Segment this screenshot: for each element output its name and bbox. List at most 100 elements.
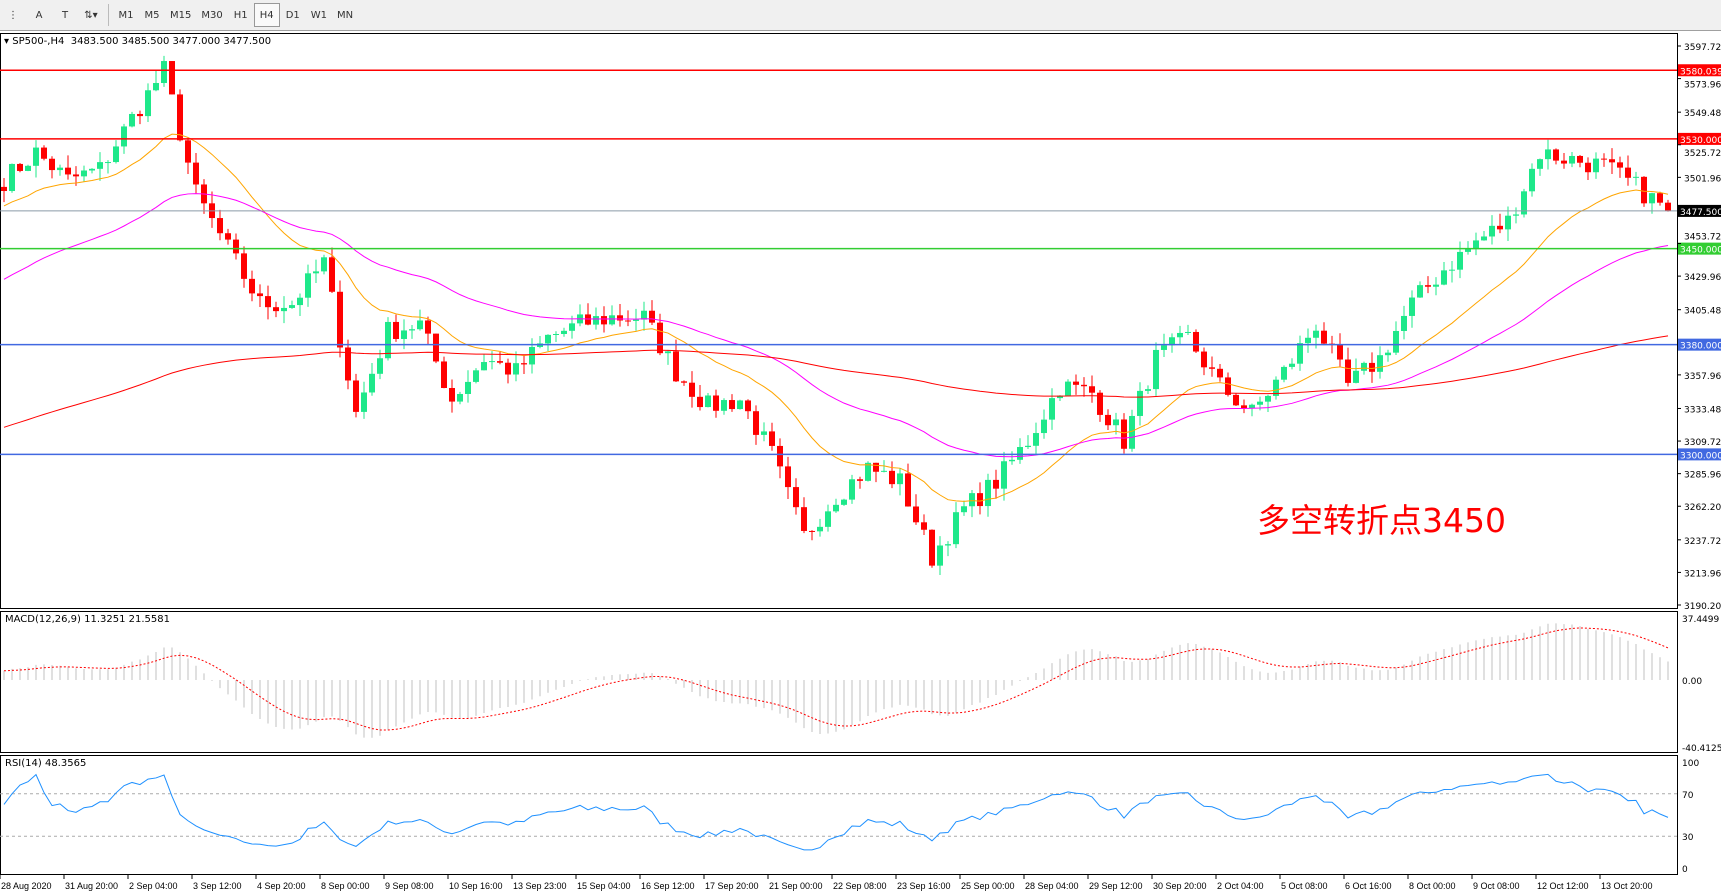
candle — [353, 373, 359, 418]
timeframe-m15-button[interactable]: M15 — [170, 9, 192, 21]
candle-body — [777, 445, 783, 467]
rsi-panel — [0, 755, 1678, 875]
timeframe-m30-button[interactable]: M30 — [201, 9, 223, 21]
candle-body — [849, 479, 855, 500]
candle — [481, 354, 487, 371]
level-price-tag — [1678, 204, 1721, 217]
candle-body — [273, 307, 279, 312]
level-price-text: 3450.000 — [1680, 246, 1721, 256]
level-price-tag — [1678, 64, 1721, 77]
candle — [721, 398, 727, 415]
arrows-icon[interactable]: ⇅▾ — [84, 9, 98, 21]
candle — [321, 254, 327, 275]
candle-body — [881, 470, 887, 472]
candle-body — [897, 473, 903, 485]
timeframe-d1-button[interactable]: D1 — [285, 9, 300, 21]
candle-body — [665, 351, 671, 354]
candle-body — [1409, 297, 1415, 316]
candle-body — [1209, 367, 1215, 369]
candle-body — [833, 504, 839, 512]
time-label: 4 Sep 20:00 — [257, 881, 306, 891]
rsi-tick-label: 30 — [1682, 833, 1694, 843]
level-price-tag — [1678, 132, 1721, 145]
candle — [473, 368, 479, 384]
timeframe-w1-button[interactable]: W1 — [310, 9, 327, 21]
candle — [1, 177, 7, 203]
candle — [17, 162, 23, 173]
timeframe-m1-button[interactable]: M1 — [118, 9, 134, 21]
text-icon[interactable]: A — [35, 9, 43, 21]
candle — [1201, 347, 1207, 376]
candle-body — [1065, 381, 1071, 396]
candle-body — [937, 545, 943, 566]
collapse-triangle-icon[interactable]: ▾ — [4, 36, 10, 47]
chart-annotation[interactable]: 多空转折点3450 — [1257, 501, 1506, 540]
candle-body — [1585, 162, 1591, 173]
candle — [673, 339, 679, 383]
candle-body — [345, 347, 351, 381]
candle — [785, 456, 791, 499]
time-label: 22 Sep 08:00 — [833, 881, 887, 891]
candle — [1513, 207, 1519, 224]
candle-body — [481, 362, 487, 371]
timeframe-m5-button[interactable]: M5 — [144, 9, 160, 21]
time-label: 17 Sep 20:00 — [705, 881, 759, 891]
candle — [1297, 335, 1303, 371]
candle — [313, 259, 319, 284]
candle-body — [97, 162, 103, 169]
candle-body — [1193, 331, 1199, 352]
candle — [153, 70, 159, 92]
candle-body — [953, 512, 959, 545]
candle — [1393, 321, 1399, 355]
level-price-text: 3477.500 — [1680, 208, 1721, 218]
candle — [137, 110, 143, 125]
candle-body — [1273, 379, 1279, 396]
candle-body — [1081, 384, 1087, 387]
level-price-text: 3300.000 — [1680, 451, 1721, 461]
candle — [665, 349, 671, 365]
candle — [617, 303, 623, 327]
candle-body — [913, 506, 919, 523]
candle-body — [497, 361, 503, 363]
candle — [1105, 409, 1111, 430]
candle — [753, 405, 759, 445]
candle — [185, 137, 191, 175]
candle-body — [1161, 345, 1167, 350]
text-label-icon[interactable]: T — [61, 9, 69, 21]
candle — [65, 155, 71, 180]
candle — [105, 160, 111, 174]
candle — [697, 385, 703, 411]
timeframe-mn-button[interactable]: MN — [336, 9, 354, 21]
candle-body — [1249, 404, 1255, 409]
candle — [977, 482, 983, 515]
candle — [1417, 281, 1423, 298]
candle-body — [993, 479, 999, 489]
candle-body — [177, 94, 183, 141]
period-separator-icon[interactable]: ⋮ — [8, 9, 18, 21]
candle — [41, 145, 47, 161]
candle-body — [169, 61, 175, 95]
candle — [729, 394, 735, 412]
candle — [233, 233, 239, 260]
candle-body — [793, 487, 799, 508]
candle — [1433, 277, 1439, 296]
candle-body — [281, 307, 287, 312]
candle-body — [1497, 225, 1503, 230]
candle-body — [593, 316, 599, 325]
chart-area[interactable]: 3580.039 3530.000 3477.500 3450.000 3380.000… — [0, 31, 1721, 895]
candle — [265, 285, 271, 320]
candle — [1025, 435, 1031, 450]
candle-body — [905, 473, 911, 507]
candle — [273, 301, 279, 318]
timeframe-h4-button[interactable]: H4 — [253, 3, 280, 27]
candle-body — [1129, 415, 1135, 449]
candle — [1017, 438, 1023, 464]
timeframe-h1-button[interactable]: H1 — [233, 9, 248, 21]
candle-body — [417, 320, 423, 330]
candle-body — [1033, 433, 1039, 446]
candle-body — [569, 323, 575, 331]
candle — [705, 393, 711, 408]
time-label: 13 Sep 23:00 — [513, 881, 567, 891]
candle — [1657, 191, 1663, 206]
ma-mid-line — [3, 193, 1669, 458]
